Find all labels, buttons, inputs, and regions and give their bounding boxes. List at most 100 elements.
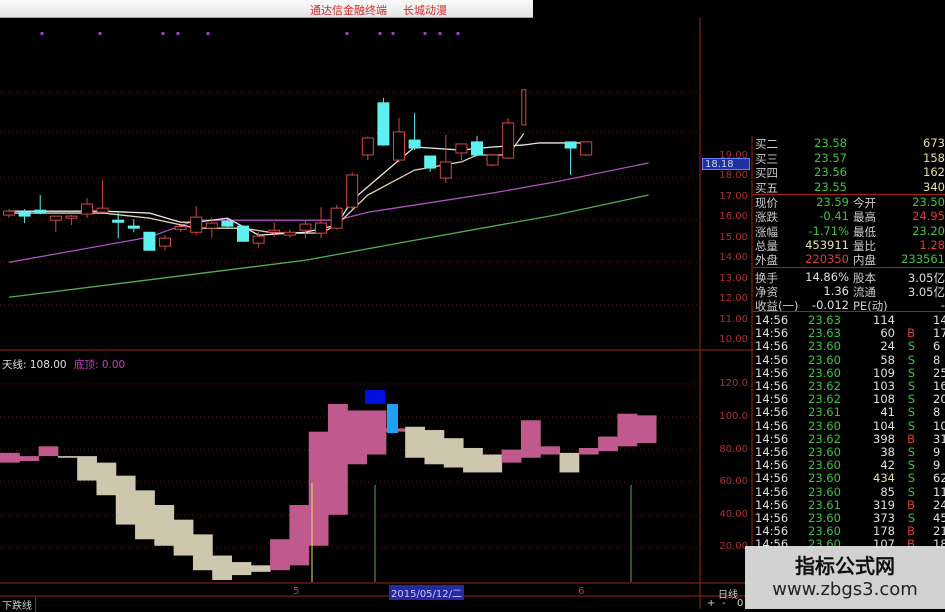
reset-button[interactable]: 0	[737, 598, 744, 609]
kline-chart[interactable]	[0, 0, 753, 609]
indicator-top-label: 底顶: 0.00	[73, 359, 126, 371]
quote-row: 涨幅 -1.71% 最低 23.20	[753, 223, 945, 239]
quote-row: 总量 453911 量比 1.28	[753, 238, 945, 253]
tick-price: 23.60	[808, 471, 841, 486]
indicator-top-signal	[365, 390, 385, 404]
quote-label: 现价	[755, 196, 778, 210]
candle-down	[471, 141, 483, 156]
quote-label: 量比	[853, 238, 876, 253]
ma60-line	[8, 194, 649, 298]
indicator-axis-label: 40.00	[719, 508, 748, 520]
tick-price: 23.60	[808, 418, 841, 433]
tick-time: 14:56	[755, 405, 789, 420]
signal-dot	[423, 32, 427, 35]
tick-price: 23.60	[808, 524, 841, 539]
tick-volume: 109	[873, 365, 895, 380]
tick-side: S	[907, 511, 915, 525]
tick-row: 14:56 23.60 104 S 10	[753, 419, 945, 433]
period-selector[interactable]: 日线	[718, 590, 738, 601]
candle-up	[174, 226, 187, 231]
order-book-row: 买三 23.57 158	[753, 151, 945, 166]
candle-up	[330, 207, 343, 229]
tick-price: 23.60	[808, 339, 841, 354]
tick-side: S	[907, 418, 915, 433]
tick-volume: 434	[873, 471, 895, 486]
tick-side: S	[907, 471, 915, 486]
candle-down	[221, 220, 234, 227]
indicator-band-fall	[115, 475, 136, 525]
tick-row: 14:56 23.60 42 S 9	[753, 458, 945, 472]
indicator-band-fall	[77, 456, 97, 481]
tick-row: 14:56 23.61 41 S 8	[753, 405, 945, 419]
tick-count: 9	[933, 445, 941, 459]
tick-price: 23.60	[808, 458, 841, 473]
tick-price: 23.63	[808, 326, 841, 341]
quote-value: -	[940, 298, 945, 313]
indicator-band-rise	[0, 452, 20, 463]
ma30-line	[8, 162, 649, 263]
zoom-out-button[interactable]: -	[722, 598, 726, 609]
quote-value: 23.20	[912, 223, 945, 238]
candle-down	[424, 155, 437, 169]
quote-label: 收益(一)	[755, 299, 799, 314]
bid-label: 买二	[755, 137, 778, 151]
candle-up	[190, 216, 203, 233]
bid-label: 买四	[755, 166, 778, 180]
tick-count: 8	[933, 405, 941, 420]
ma10-line	[9, 133, 525, 234]
tick-volume: 373	[873, 511, 895, 525]
indicator-band-fall	[463, 447, 483, 473]
price-axis-label: 11.00	[719, 313, 748, 325]
tick-volume: 42	[880, 458, 895, 473]
bid-volume: 340	[923, 179, 945, 194]
tick-count: 16	[933, 379, 945, 393]
indicator-axis-label: 20.00	[719, 541, 748, 553]
tick-side: B	[907, 537, 915, 552]
window-title: 通达信金融终端 长城动漫	[310, 2, 463, 18]
tick-row: 14:56 23.62 398 B 31	[753, 432, 945, 446]
tick-count: 21	[933, 524, 945, 539]
month-label-5: 5	[293, 586, 300, 597]
tick-count: 8	[933, 352, 941, 367]
tick-row: 14:56 23.60 109 S 25	[753, 366, 945, 380]
tick-count: 45	[933, 511, 945, 525]
tick-side: B	[907, 497, 915, 512]
tick-row: 14:56 23.63 114 14	[753, 313, 945, 327]
quote-value: -0.41	[819, 209, 849, 224]
candle-down	[237, 225, 249, 242]
watermark: 指标公式网 www.zbgs3.com	[745, 546, 945, 609]
indicator-band-rise	[289, 505, 310, 566]
tick-volume: 60	[880, 326, 895, 341]
indicator-band-fall	[96, 462, 117, 496]
quote-row: 外盘 220350 内盘 233561	[753, 252, 945, 267]
tick-count: 11	[933, 484, 945, 499]
candle-down	[127, 225, 140, 229]
candle-up	[65, 215, 78, 219]
tick-price: 23.60	[808, 365, 841, 380]
indicator-band-rise	[38, 446, 59, 457]
signal-dot	[391, 32, 395, 35]
candle-up	[252, 235, 265, 244]
quote-value: 23.50	[912, 195, 945, 209]
quote-value: 233561	[901, 252, 945, 267]
tick-count: 24	[933, 497, 945, 512]
quote-label: 最高	[853, 210, 876, 225]
price-axis-label: 12.00	[719, 293, 748, 305]
tick-count: 62	[933, 471, 945, 486]
candle-down	[18, 211, 31, 217]
bid-price: 23.56	[814, 165, 847, 179]
indicator-name-tab[interactable]: 下跌线	[2, 597, 36, 612]
tick-volume: 108	[873, 392, 895, 407]
signal-dot	[161, 32, 165, 35]
indicator-band-fall	[482, 454, 503, 473]
tick-side: S	[907, 458, 915, 473]
indicator-band-fall	[57, 456, 78, 458]
quote-row: 收益(一) -0.012 PE(动) -	[753, 298, 945, 314]
tick-row: 14:56 23.62 103 S 16	[753, 379, 945, 393]
quote-label: 总量	[755, 238, 778, 253]
tick-time: 14:56	[755, 313, 789, 327]
zoom-in-button[interactable]: +	[707, 598, 716, 609]
stock-name: 长城动漫	[403, 4, 447, 17]
candle-up	[393, 131, 405, 161]
candle-up	[346, 174, 359, 208]
